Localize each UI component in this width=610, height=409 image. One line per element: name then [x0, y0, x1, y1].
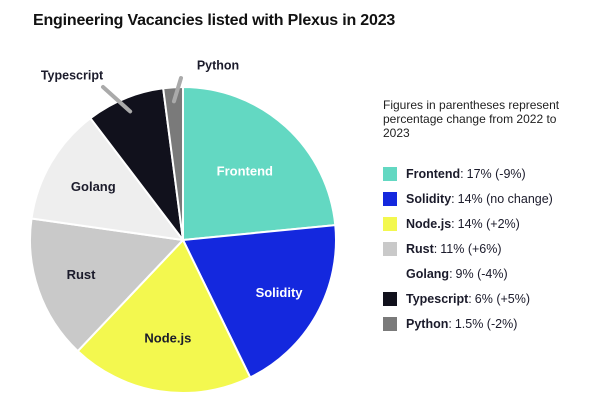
legend-label: Node.js: [406, 216, 452, 231]
pie-callouts: [101, 76, 183, 114]
pie-slices: [29, 86, 337, 394]
legend-label: Solidity: [406, 191, 452, 206]
pie-label-frontend: Frontend: [217, 163, 273, 178]
legend-swatch-solidity: [383, 191, 397, 206]
callout-line-typescript: [101, 85, 133, 114]
legend-label: Python: [406, 316, 449, 331]
legend-label: Frontend: [406, 166, 461, 181]
pie-label-nodejs: Node.js: [144, 330, 191, 345]
legend-swatch-rust: [383, 241, 397, 256]
legend-swatch-golang: [383, 266, 397, 281]
legend-colon: :: [451, 216, 455, 231]
pie-slice-golang: [30, 117, 184, 241]
legend-item: Rust: 11% (+6%): [383, 236, 603, 261]
pie-label-golang: Golang: [71, 179, 116, 194]
legend-swatch-typescript: [383, 291, 397, 306]
callout-line-python: [171, 76, 183, 104]
legend-item: Typescript: 6% (+5%): [383, 286, 603, 311]
legend-note: Figures in parentheses represent percent…: [383, 98, 560, 140]
legend-colon: :: [449, 266, 453, 281]
legend-value: 11% (+6%): [440, 241, 502, 256]
legend-label: Golang: [406, 266, 450, 281]
pie-label-python: Python: [197, 58, 239, 72]
legend-value: 6% (+5%): [474, 291, 531, 306]
legend-swatch-python: [383, 316, 397, 331]
legend-colon: :: [433, 241, 438, 256]
legend: Frontend: 17% (-9%) Solidity: 14% (no ch…: [383, 161, 603, 336]
legend-colon: :: [448, 316, 452, 331]
pie-slice-frontend: [182, 86, 337, 241]
legend-item: Node.js: 14% (+2%): [383, 211, 603, 236]
legend-swatch-nodejs: [383, 216, 397, 231]
pie-slice-nodejs: [76, 239, 252, 394]
legend-item: Golang: 9% (-4%): [383, 261, 603, 286]
pie-slice-solidity: [182, 224, 337, 379]
legend-value: 14% (no change): [457, 191, 553, 206]
pie-label-typescript: Typescript: [41, 68, 104, 82]
legend-item: Frontend: 17% (-9%): [383, 161, 603, 186]
legend-colon: :: [460, 166, 464, 181]
legend-label: Rust: [406, 241, 434, 256]
legend-value: 9% (-4%): [455, 266, 508, 281]
pie-labels: Frontend Solidity Node.js Rust Golang Typescr…: [41, 58, 303, 345]
legend-label: Typescript: [406, 291, 469, 306]
legend-value: 1.5% (-2%): [454, 316, 518, 331]
legend-value: 17% (-9%): [466, 166, 526, 181]
legend-value: 14% (+2%): [457, 216, 520, 231]
pie-slice-python: [162, 86, 184, 241]
pie-slice-rust: [29, 217, 184, 353]
pie-label-solidity: Solidity: [256, 285, 304, 300]
legend-swatch-frontend: [383, 166, 397, 181]
legend-colon: :: [451, 191, 455, 206]
chart-title: Engineering Vacancies listed with Plexus…: [33, 12, 396, 29]
pie-label-rust: Rust: [67, 267, 97, 282]
legend-item: Python: 1.5% (-2%): [383, 311, 603, 336]
legend-colon: :: [468, 291, 472, 306]
legend-item: Solidity: 14% (no change): [383, 186, 603, 211]
